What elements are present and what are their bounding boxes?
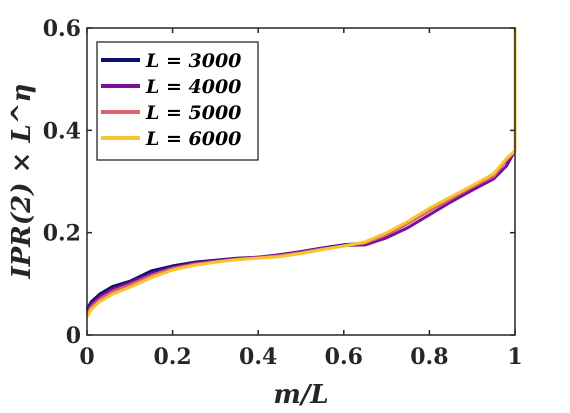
legend: L = 3000 L = 4000 L = 5000 L = 6000 [96, 41, 259, 161]
y-tick-label: 0.2 [43, 221, 81, 247]
y-tick-label: 0.4 [43, 118, 81, 144]
y-tick-label: 0.6 [43, 16, 81, 42]
x-tick-label: 0 [79, 344, 94, 370]
legend-label: L = 5000 [145, 102, 241, 124]
x-tick-label: 0.2 [153, 344, 191, 370]
x-axis-label: m/L [273, 380, 328, 410]
plot-frame [86, 27, 516, 336]
legend-label: L = 3000 [145, 50, 241, 72]
legend-label: L = 4000 [145, 76, 241, 98]
y-axis-label: IPR(2) × L^η [7, 84, 37, 280]
tick-labels-layer: 0 0.2 0.4 0.6 0.8 1 0 0.2 0.4 0.6 [43, 16, 523, 370]
series-layer [85, 28, 517, 318]
y-tick-label: 0 [66, 323, 81, 349]
x-tick-label: 0.4 [239, 344, 277, 370]
x-tick-label: 0.8 [410, 344, 448, 370]
x-tick-label: 0.6 [325, 344, 363, 370]
series-line-4 [85, 28, 517, 318]
x-tick-label: 1 [507, 344, 522, 370]
legend-label: L = 6000 [145, 128, 241, 150]
ticks-layer [86, 27, 516, 336]
